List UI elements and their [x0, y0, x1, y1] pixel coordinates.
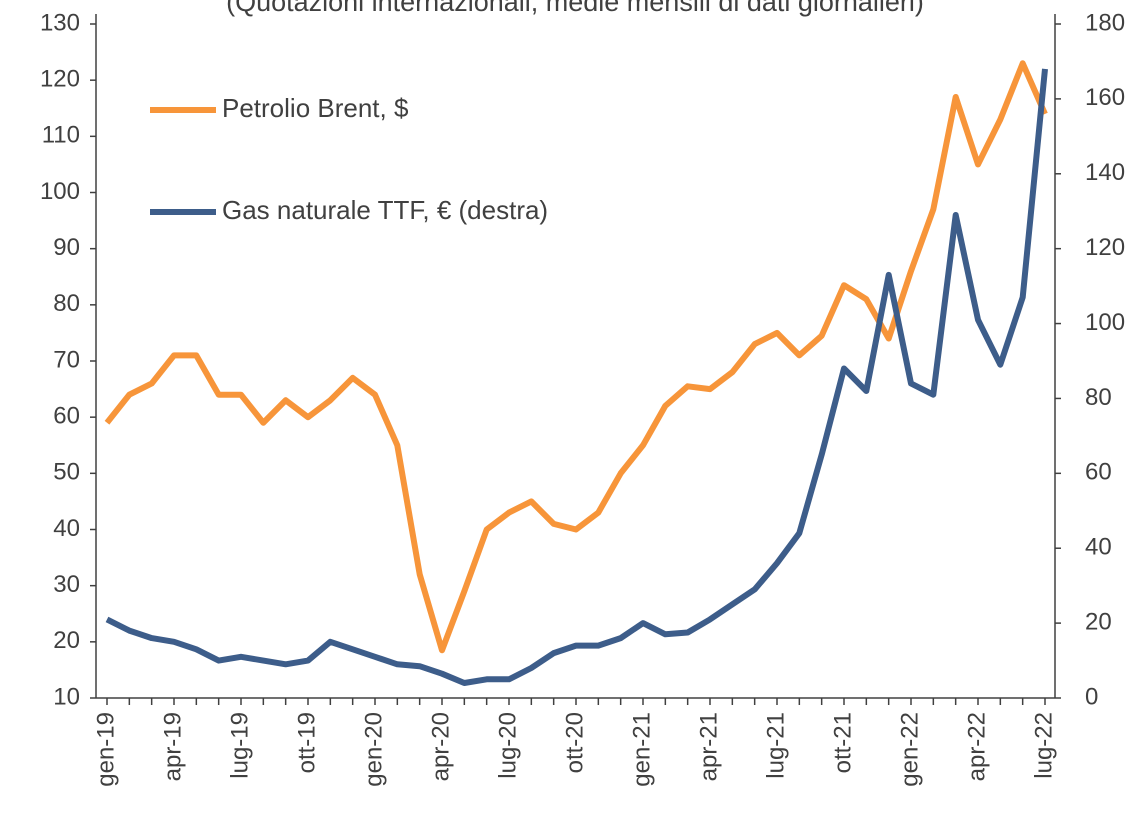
x-tick-label: apr-22 [963, 712, 990, 781]
y-tick-label: 20 [53, 627, 80, 654]
legend-label: Gas naturale TTF, € (destra) [222, 195, 548, 225]
y-tick-label: 50 [53, 459, 80, 486]
y-tick-label: 120 [40, 66, 80, 93]
x-tick-label: gen-21 [628, 712, 655, 787]
x-tick-label: lug-22 [1030, 712, 1057, 779]
y2-tick-label: 100 [1085, 309, 1125, 336]
x-tick-label: ott-21 [829, 712, 856, 773]
x-tick-label: apr-21 [695, 712, 722, 781]
y-tick-label: 60 [53, 403, 80, 430]
x-tick-label: ott-19 [293, 712, 320, 773]
y2-tick-label: 180 [1085, 9, 1125, 36]
y2-tick-label: 140 [1085, 159, 1125, 186]
x-tick-label: gen-19 [92, 712, 119, 787]
y-tick-label: 10 [53, 683, 80, 710]
y2-tick-label: 120 [1085, 234, 1125, 261]
data-line [104, 60, 1048, 654]
y-tick-label: 90 [53, 234, 80, 261]
y2-tick-label: 80 [1085, 384, 1112, 411]
y-tick-label: 40 [53, 515, 80, 542]
x-tick-label: lug-20 [494, 712, 521, 779]
legend-label: Petrolio Brent, $ [222, 93, 409, 123]
y2-tick-label: 60 [1085, 459, 1112, 486]
y2-tick-label: 20 [1085, 608, 1112, 635]
y-tick-label: 30 [53, 571, 80, 598]
y-tick-label: 80 [53, 290, 80, 317]
y2-tick-label: 160 [1085, 84, 1125, 111]
x-tick-label: lug-19 [226, 712, 253, 779]
x-tick-label: lug-21 [762, 712, 789, 779]
y-tick-label: 100 [40, 178, 80, 205]
y2-tick-label: 0 [1085, 683, 1098, 710]
x-tick-label: ott-20 [561, 712, 588, 773]
data-line [105, 68, 1048, 686]
chart-subtitle: (Quotazioni internazionali, medie mensil… [226, 0, 924, 17]
x-tick-label: gen-22 [896, 712, 923, 787]
x-tick-label: gen-20 [360, 712, 387, 787]
y2-tick-label: 40 [1085, 534, 1112, 561]
y-tick-label: 110 [42, 122, 80, 149]
x-tick-label: apr-19 [159, 712, 186, 781]
y-tick-label: 70 [53, 346, 80, 373]
x-tick-label: apr-20 [427, 712, 454, 781]
y-tick-label: 130 [40, 9, 80, 36]
